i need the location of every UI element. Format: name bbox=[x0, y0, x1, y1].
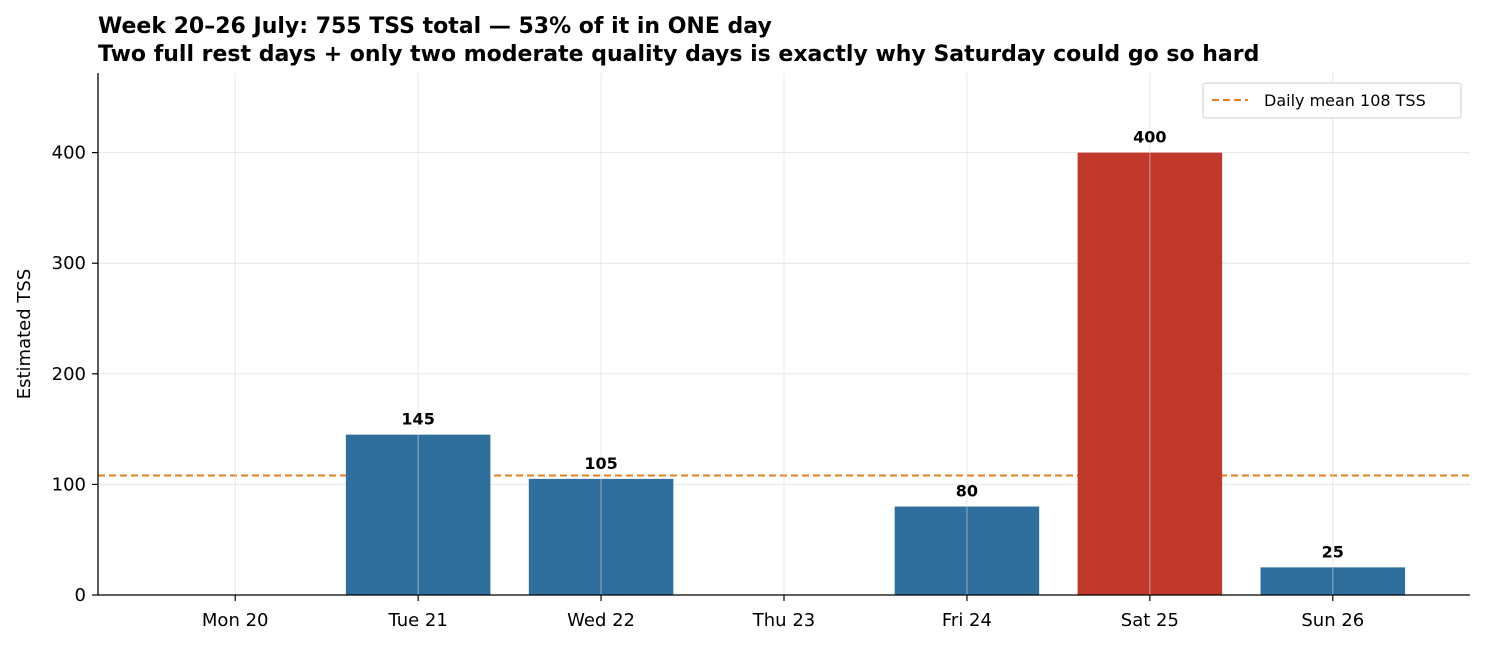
data-label: 105 bbox=[584, 454, 617, 473]
legend-label-mean: Daily mean 108 TSS bbox=[1264, 91, 1426, 110]
x-tick-label: Wed 22 bbox=[567, 610, 635, 631]
legend: Daily mean 108 TSS bbox=[1202, 82, 1462, 119]
x-tick-label: Tue 21 bbox=[387, 610, 447, 631]
x-tick-label: Sun 26 bbox=[1301, 610, 1364, 631]
x-ticks: Mon 20 Tue 21 Wed 22 Thu 23 Fri 24 Sat 25 Sun … bbox=[202, 595, 1364, 631]
x-tick-label: Sat 25 bbox=[1121, 610, 1179, 631]
data-labels: 145 105 80 400 25 bbox=[401, 128, 1344, 562]
y-tick-label: 0 bbox=[75, 585, 86, 606]
x-tick-label: Fri 24 bbox=[942, 610, 992, 631]
chart-subtitle: Two full rest days + only two moderate q… bbox=[98, 42, 1259, 67]
y-ticks: 0 100 200 300 400 bbox=[52, 143, 98, 606]
y-tick-label: 100 bbox=[52, 474, 86, 495]
x-tick-label: Thu 23 bbox=[752, 610, 815, 631]
x-tick-label: Mon 20 bbox=[202, 610, 269, 631]
legend-box bbox=[1202, 82, 1462, 119]
y-tick-label: 200 bbox=[52, 364, 86, 385]
data-label: 80 bbox=[956, 482, 978, 501]
y-axis-label: Estimated TSS bbox=[14, 269, 35, 400]
y-tick-label: 300 bbox=[52, 253, 86, 274]
chart-title: Week 20–26 July: 755 TSS total — 53% of … bbox=[98, 14, 772, 39]
y-tick-label: 400 bbox=[52, 143, 86, 164]
data-label: 400 bbox=[1133, 128, 1166, 147]
data-label: 145 bbox=[401, 410, 434, 429]
vertical-grid-lines bbox=[234, 73, 1334, 595]
data-label: 25 bbox=[1322, 542, 1344, 561]
